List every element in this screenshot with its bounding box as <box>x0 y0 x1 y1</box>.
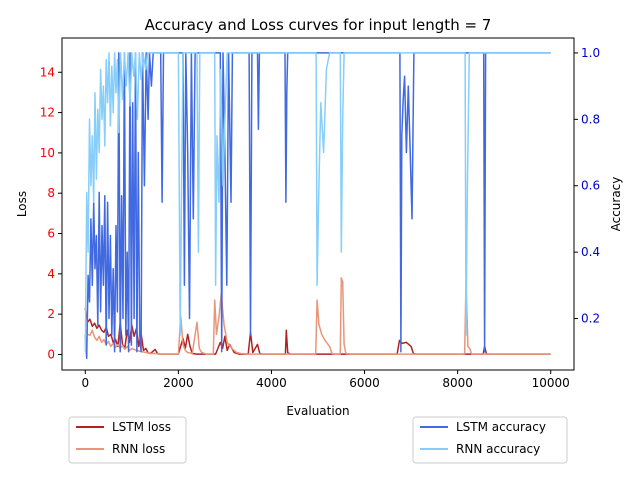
y-left-tick-label: 2 <box>47 307 55 321</box>
y-axis-left-label: Loss <box>15 191 29 217</box>
y-right-tick-label: 0.2 <box>581 312 600 326</box>
y-left-tick-label: 6 <box>47 227 55 241</box>
y-axis-right-label: Accuracy <box>609 177 623 232</box>
x-ticks: 0 2000 4000 6000 8000 10000 <box>81 370 570 390</box>
x-axis-label: Evaluation <box>286 404 349 418</box>
y-ticks-right: 0.2 0.4 0.6 0.8 1.0 <box>574 46 600 326</box>
legend-right: LSTM accuracy RNN accuracy <box>412 416 568 464</box>
chart-title: Accuracy and Loss curves for input lengt… <box>145 16 492 34</box>
legend-left-box <box>68 416 187 464</box>
legend-right-box <box>412 416 568 464</box>
x-tick-label: 6000 <box>349 376 380 390</box>
x-tick-label: 4000 <box>256 376 287 390</box>
legend-label-lstm-accuracy: LSTM accuracy <box>456 420 546 434</box>
series-line-rnn-loss <box>84 277 551 355</box>
series-line-rnn-accuracy <box>84 52 551 352</box>
x-tick-label: 2000 <box>163 376 194 390</box>
legend-label-rnn-accuracy: RNN accuracy <box>456 442 540 456</box>
plot-frame <box>61 37 575 371</box>
legend-label-lstm-loss: LSTM loss <box>112 420 171 434</box>
y-right-tick-label: 0.8 <box>581 112 600 126</box>
x-tick-label: 0 <box>81 376 89 390</box>
y-ticks-left: 0 2 4 6 8 10 12 14 <box>40 65 62 361</box>
y-right-tick-label: 0.6 <box>581 179 600 193</box>
x-tick-label: 10000 <box>532 376 570 390</box>
y-left-tick-label: 14 <box>40 65 55 79</box>
y-right-tick-label: 1.0 <box>581 46 600 60</box>
legend-label-rnn-loss: RNN loss <box>112 442 165 456</box>
y-right-tick-label: 0.4 <box>581 245 600 259</box>
y-left-tick-label: 8 <box>47 186 55 200</box>
y-left-tick-label: 0 <box>47 347 55 361</box>
series-layer <box>84 52 551 360</box>
legend-left: LSTM loss RNN loss <box>68 416 187 464</box>
y-left-tick-label: 10 <box>40 146 55 160</box>
x-tick-label: 8000 <box>442 376 473 390</box>
y-left-tick-label: 12 <box>40 106 55 120</box>
y-left-tick-label: 4 <box>47 267 55 281</box>
